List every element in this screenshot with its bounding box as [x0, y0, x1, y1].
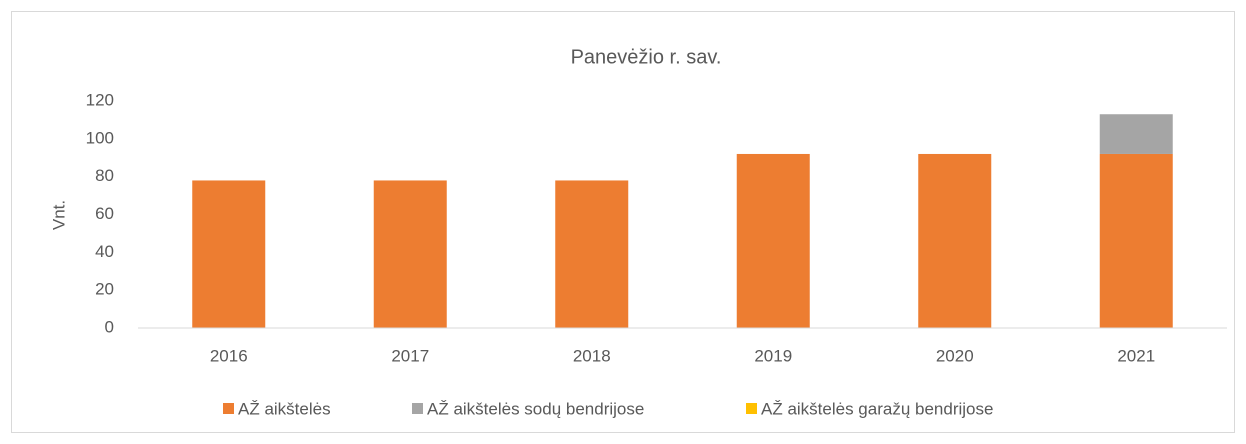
x-tick-label: 2016 [210, 346, 248, 365]
x-tick-label: 2019 [754, 346, 792, 365]
legend-label: AŽ aikštelės [238, 399, 331, 418]
y-tick-label: 120 [86, 90, 114, 109]
bar-segment [555, 180, 629, 328]
x-tick-label: 2017 [391, 346, 429, 365]
legend-label: AŽ aikštelės garažų bendrijose [761, 399, 993, 418]
bar-segment [736, 153, 810, 328]
y-tick-label: 40 [95, 242, 114, 261]
bar-segment [373, 180, 447, 328]
bar-segment [1099, 153, 1173, 328]
y-tick-label: 60 [95, 204, 114, 223]
legend-swatch [746, 403, 757, 414]
x-tick-label: 2020 [936, 346, 974, 365]
bar-segment [918, 153, 992, 328]
legend-swatch [412, 403, 423, 414]
legend-label: AŽ aikštelės sodų bendrijose [427, 399, 644, 418]
y-tick-label: 0 [105, 317, 114, 336]
x-tick-label: 2018 [573, 346, 611, 365]
legend-swatch [223, 403, 234, 414]
bar-segment [1099, 114, 1173, 154]
y-axis-label: Vnt. [49, 200, 68, 230]
chart-title: Panevėžio r. sav. [571, 46, 722, 68]
bar-segment [192, 180, 266, 328]
y-tick-label: 100 [86, 128, 114, 147]
x-tick-label: 2021 [1117, 346, 1155, 365]
y-tick-label: 80 [95, 166, 114, 185]
y-tick-label: 20 [95, 280, 114, 299]
